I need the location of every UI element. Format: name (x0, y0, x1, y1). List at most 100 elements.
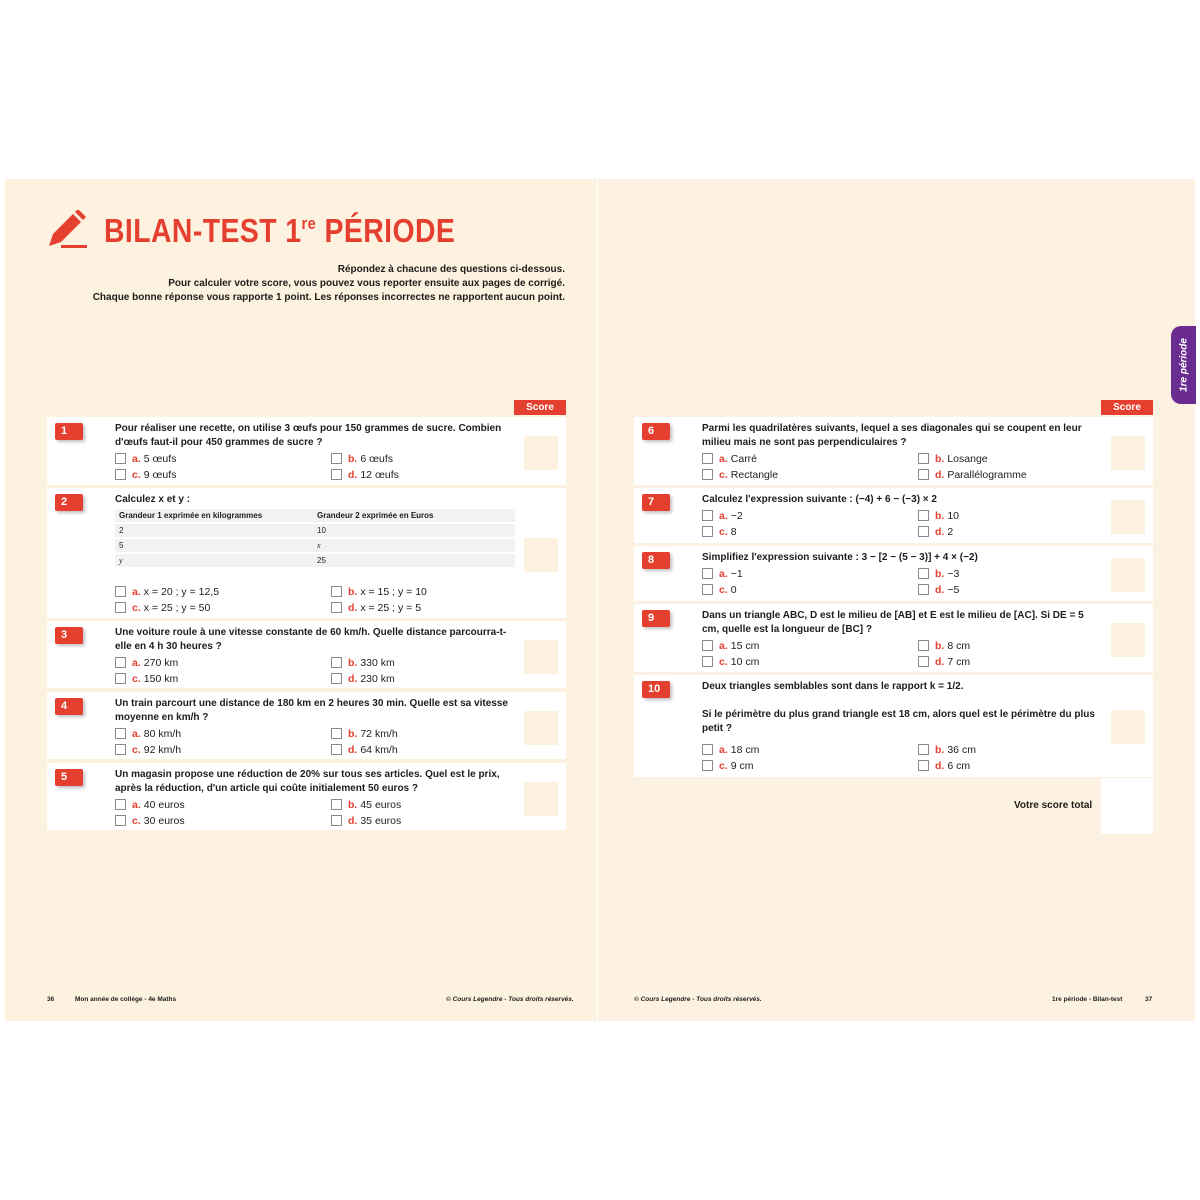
checkbox[interactable] (331, 673, 342, 684)
answer-option[interactable]: d. 230 km (331, 672, 545, 685)
answer-options: a. 5 œufs b. 6 œufs c. 9 œufs d. 12 œufs (115, 452, 545, 481)
answer-option[interactable]: c. 9 cm (702, 759, 918, 772)
score-box[interactable] (524, 711, 558, 745)
score-box[interactable] (524, 436, 558, 470)
checkbox[interactable] (115, 602, 126, 613)
answer-option[interactable]: c. 92 km/h (115, 743, 331, 756)
checkbox[interactable] (918, 760, 929, 771)
answer-option[interactable]: b. 45 euros (331, 798, 545, 811)
checkbox[interactable] (918, 510, 929, 521)
checkbox[interactable] (115, 744, 126, 755)
period-tab[interactable]: 1re période (1171, 326, 1196, 404)
answer-option[interactable]: d. Parallélogramme (918, 468, 1132, 481)
checkbox[interactable] (331, 469, 342, 480)
checkbox[interactable] (702, 526, 713, 537)
answer-option[interactable]: d. 7 cm (918, 655, 1132, 668)
answer-option[interactable]: b. 6 œufs (331, 452, 545, 465)
checkbox[interactable] (115, 586, 126, 597)
checkbox[interactable] (918, 453, 929, 464)
checkbox[interactable] (702, 656, 713, 667)
answer-options: a. 18 cm b. 36 cm c. 9 cm d. 6 cm (702, 743, 1132, 772)
answer-option[interactable]: a. 18 cm (702, 743, 918, 756)
checkbox[interactable] (918, 568, 929, 579)
answer-option[interactable]: c. 150 km (115, 672, 331, 685)
checkbox[interactable] (115, 657, 126, 668)
score-box[interactable] (524, 640, 558, 674)
answer-option[interactable]: a. 270 km (115, 656, 331, 669)
checkbox[interactable] (331, 744, 342, 755)
answer-option[interactable]: b. 8 cm (918, 639, 1132, 652)
answer-option[interactable]: a. −2 (702, 509, 918, 522)
answer-option[interactable]: b. 10 (918, 509, 1132, 522)
answer-option[interactable]: d. x = 25 ; y = 5 (331, 601, 545, 614)
checkbox[interactable] (702, 453, 713, 464)
answer-option[interactable]: c. 10 cm (702, 655, 918, 668)
question-number: 7 (642, 494, 670, 511)
score-box[interactable] (1111, 500, 1145, 534)
checkbox[interactable] (331, 657, 342, 668)
question-text: Calculez l'expression suivante : (−4) + … (702, 494, 937, 505)
footer-section-title: 1re période - Bilan-test (1052, 996, 1123, 1003)
answer-option[interactable]: c. 30 euros (115, 814, 331, 827)
score-box[interactable] (1111, 436, 1145, 470)
answer-option[interactable]: a. 80 km/h (115, 727, 331, 740)
answer-option[interactable]: b. 330 km (331, 656, 545, 669)
checkbox[interactable] (918, 640, 929, 651)
checkbox[interactable] (702, 640, 713, 651)
score-box[interactable] (524, 782, 558, 816)
answer-option[interactable]: d. 2 (918, 525, 1132, 538)
total-score-label: Votre score total (1014, 800, 1093, 811)
checkbox[interactable] (115, 469, 126, 480)
answer-option[interactable]: c. 9 œufs (115, 468, 331, 481)
checkbox[interactable] (331, 586, 342, 597)
answer-option[interactable]: a. −1 (702, 567, 918, 580)
checkbox[interactable] (115, 799, 126, 810)
score-box[interactable] (1111, 710, 1145, 744)
answer-option[interactable]: c. 8 (702, 525, 918, 538)
answer-option[interactable]: d. 35 euros (331, 814, 545, 827)
data-table: Grandeur 1 exprimée en kilogrammes Grande… (115, 509, 515, 569)
checkbox[interactable] (115, 673, 126, 684)
checkbox[interactable] (918, 584, 929, 595)
checkbox[interactable] (331, 799, 342, 810)
checkbox[interactable] (115, 815, 126, 826)
answer-option[interactable]: c. Rectangle (702, 468, 918, 481)
checkbox[interactable] (918, 469, 929, 480)
checkbox[interactable] (918, 526, 929, 537)
checkbox[interactable] (702, 469, 713, 480)
answer-option[interactable]: b. x = 15 ; y = 10 (331, 585, 545, 598)
total-score-box[interactable] (1101, 778, 1153, 834)
checkbox[interactable] (702, 568, 713, 579)
answer-option[interactable]: d. 6 cm (918, 759, 1132, 772)
checkbox[interactable] (702, 744, 713, 755)
answer-option[interactable]: d. −5 (918, 583, 1132, 596)
score-box[interactable] (524, 538, 558, 572)
answer-option[interactable]: a. 5 œufs (115, 452, 331, 465)
checkbox[interactable] (702, 760, 713, 771)
checkbox[interactable] (115, 453, 126, 464)
checkbox[interactable] (331, 453, 342, 464)
answer-option[interactable]: d. 64 km/h (331, 743, 545, 756)
checkbox[interactable] (115, 728, 126, 739)
checkbox[interactable] (918, 744, 929, 755)
answer-option[interactable]: a. Carré (702, 452, 918, 465)
checkbox[interactable] (702, 584, 713, 595)
answer-option[interactable]: b. 36 cm (918, 743, 1132, 756)
score-box[interactable] (1111, 623, 1145, 657)
checkbox[interactable] (331, 602, 342, 613)
answer-option[interactable]: c. 0 (702, 583, 918, 596)
checkbox[interactable] (331, 815, 342, 826)
question-number: 10 (642, 681, 670, 698)
answer-option[interactable]: b. Losange (918, 452, 1132, 465)
answer-option[interactable]: a. 40 euros (115, 798, 331, 811)
answer-option[interactable]: a. 15 cm (702, 639, 918, 652)
answer-option[interactable]: b. −3 (918, 567, 1132, 580)
answer-option[interactable]: a. x = 20 ; y = 12,5 (115, 585, 331, 598)
checkbox[interactable] (331, 728, 342, 739)
answer-option[interactable]: b. 72 km/h (331, 727, 545, 740)
answer-option[interactable]: c. x = 25 ; y = 50 (115, 601, 331, 614)
checkbox[interactable] (918, 656, 929, 667)
checkbox[interactable] (702, 510, 713, 521)
answer-option[interactable]: d. 12 œufs (331, 468, 545, 481)
score-box[interactable] (1111, 558, 1145, 592)
